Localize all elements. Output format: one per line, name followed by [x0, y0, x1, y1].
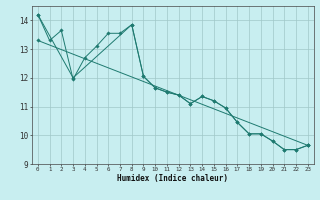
- X-axis label: Humidex (Indice chaleur): Humidex (Indice chaleur): [117, 174, 228, 183]
